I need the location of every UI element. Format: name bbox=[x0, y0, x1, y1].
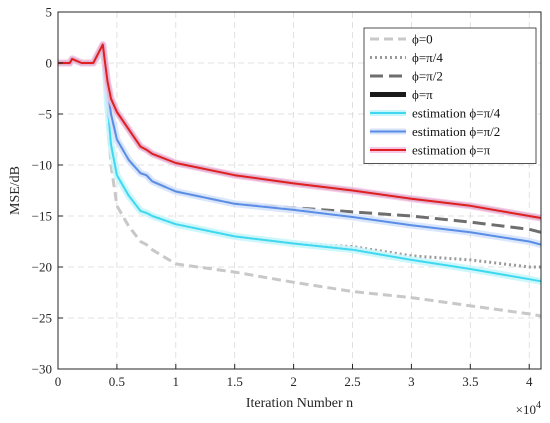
x-tick-label: 3 bbox=[408, 374, 415, 389]
axes-box bbox=[57, 11, 542, 370]
y-tick-label: 5 bbox=[46, 5, 53, 20]
x-multiplier-exponent: 4 bbox=[536, 400, 541, 411]
series-line-estimation- bbox=[58, 43, 542, 219]
x-tick-label: 2 bbox=[290, 374, 297, 389]
x-tick-label: 1.5 bbox=[227, 374, 243, 389]
y-tick-label: −10 bbox=[32, 158, 52, 173]
axis-ticks: 0 0.5 1 1.5 2 2.5 3 3.5 4 −30 −25 −20 −15 −10 −5 0 5 bbox=[32, 5, 533, 390]
y-tick-label: −20 bbox=[32, 260, 52, 275]
legend: ϕ=0 ϕ=π/4 ϕ=π/2 ϕ=π estimation ϕ=π/4 estimati… bbox=[363, 27, 537, 164]
legend-items: ϕ=0 ϕ=π/4 ϕ=π/2 ϕ=π estimation ϕ=π/4 estimati… bbox=[370, 32, 501, 158]
plot-series bbox=[58, 41, 542, 318]
x-tick-label: 2.5 bbox=[344, 374, 360, 389]
legend-label: ϕ=π/2 bbox=[412, 69, 443, 84]
y-tick-label: −5 bbox=[38, 107, 52, 122]
x-axis-multiplier: ×104 bbox=[516, 400, 541, 417]
x-axis-title-text: Iteration Number n bbox=[246, 396, 353, 411]
y-tick-label: −25 bbox=[32, 311, 52, 326]
legend-label: ϕ=π/4 bbox=[412, 50, 443, 65]
x-tick-label: 0 bbox=[55, 374, 62, 389]
y-tick-label: 0 bbox=[46, 56, 53, 71]
y-axis-title: MSE/dB bbox=[8, 166, 23, 215]
y-tick-label: −15 bbox=[32, 209, 52, 224]
legend-label: ϕ=π bbox=[412, 87, 433, 102]
x-axis-title: Iteration Number n bbox=[246, 396, 353, 411]
x-tick-label: 3.5 bbox=[462, 374, 478, 389]
legend-label: estimation ϕ=π/2 bbox=[412, 124, 500, 139]
legend-label: estimation ϕ=π bbox=[412, 143, 491, 158]
legend-label: ϕ=0 bbox=[412, 32, 433, 47]
y-tick-label: −30 bbox=[32, 362, 52, 377]
x-tick-label: 0.5 bbox=[109, 374, 125, 389]
x-tick-label: 4 bbox=[526, 374, 533, 389]
x-tick-label: 1 bbox=[173, 374, 180, 389]
legend-label: estimation ϕ=π/4 bbox=[412, 106, 501, 121]
x-multiplier-base: ×10 bbox=[516, 402, 536, 417]
